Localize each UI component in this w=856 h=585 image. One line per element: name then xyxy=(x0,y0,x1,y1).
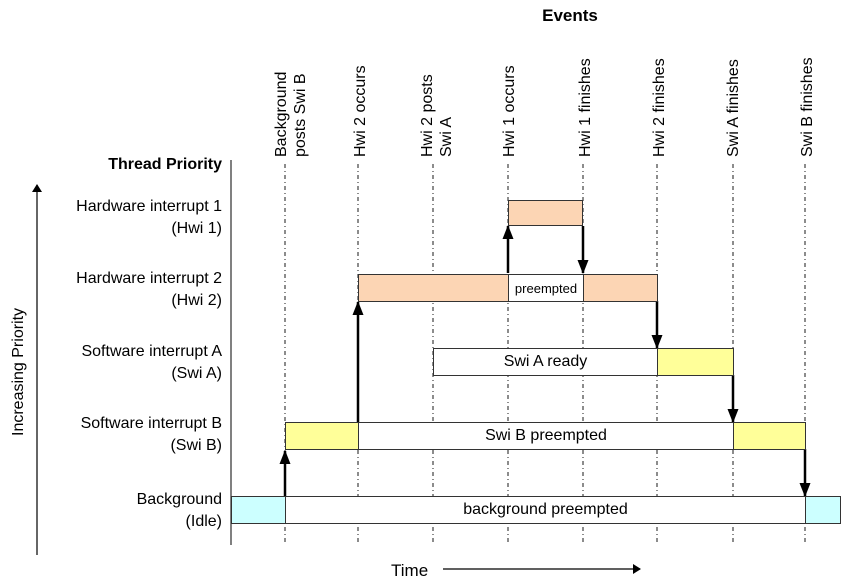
thread-short: (Swi A) xyxy=(171,365,222,382)
row-label-hwi2: Hardware interrupt 2 (Hwi 2) xyxy=(76,268,222,312)
idle-running-bar xyxy=(231,496,286,524)
row-label-swi-a: Software interrupt A (Swi A) xyxy=(81,341,222,385)
thread-name: Background xyxy=(136,491,222,508)
swi-a-running-bar xyxy=(657,348,734,376)
hwi2-running-bar-end xyxy=(583,274,658,302)
thread-priority-heading: Thread Priority xyxy=(108,156,222,173)
x-axis-label: Time xyxy=(391,561,429,580)
background-preempted-bar: background preempted xyxy=(285,496,806,524)
swi-b-running-bar-end xyxy=(733,422,806,450)
swi-a-ready-bar: Swi A ready xyxy=(433,348,658,376)
thread-short: (Hwi 2) xyxy=(171,292,222,309)
hwi1-running-bar xyxy=(508,200,583,226)
thread-name: Hardware interrupt 1 xyxy=(76,198,222,215)
thread-name: Software interrupt A xyxy=(81,343,222,360)
idle-running-bar-end xyxy=(805,496,841,524)
swi-b-preempted-bar: Swi B preempted xyxy=(358,422,734,450)
swi-b-running-bar xyxy=(285,422,359,450)
thread-name: Software interrupt B xyxy=(80,415,222,432)
thread-name: Hardware interrupt 2 xyxy=(76,270,222,287)
diagram-title: Events xyxy=(542,6,598,25)
thread-short: (Idle) xyxy=(185,513,222,530)
row-label-background: Background (Idle) xyxy=(137,489,222,533)
row-label-hwi1: Hardware interrupt 1 (Hwi 1) xyxy=(76,196,222,240)
thread-short: (Swi B) xyxy=(170,437,222,454)
thread-short: (Hwi 1) xyxy=(171,220,222,237)
hwi2-preempted-bar: preempted xyxy=(508,274,584,302)
row-label-swi-b: Software interrupt B (Swi B) xyxy=(81,413,222,457)
hwi2-running-bar xyxy=(358,274,509,302)
